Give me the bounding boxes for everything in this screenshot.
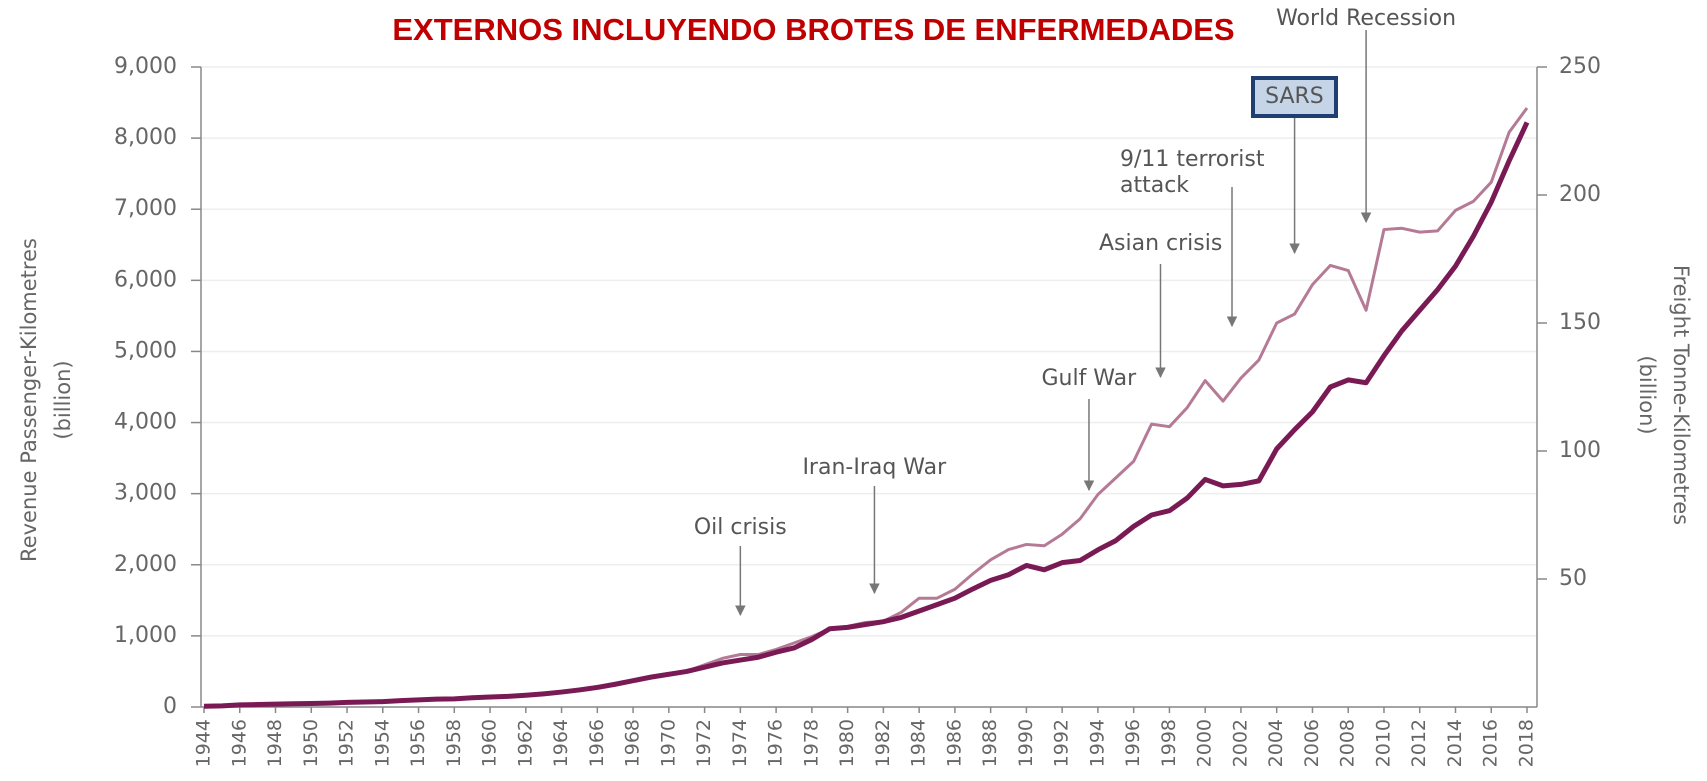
y-tick-label: 3,000 bbox=[114, 481, 177, 506]
x-tick-label: 1994 bbox=[1086, 719, 1108, 767]
x-tick-label: 1972 bbox=[693, 719, 715, 767]
y-tick-label: 9,000 bbox=[114, 54, 177, 79]
annotation: Oil crisis bbox=[693, 515, 787, 540]
y-tick-label: 0 bbox=[163, 694, 177, 719]
x-tick-label: 1952 bbox=[336, 719, 358, 767]
y-tick-label: 6,000 bbox=[114, 267, 177, 292]
x-tick-label: 1986 bbox=[943, 719, 965, 767]
x-tick-label: 1980 bbox=[836, 719, 858, 767]
x-tick-label: 1944 bbox=[193, 719, 215, 767]
x-tick-label: 1984 bbox=[908, 719, 930, 767]
x-tick-label: 1956 bbox=[407, 719, 429, 767]
series-line bbox=[203, 107, 1529, 708]
x-tick-label: 1970 bbox=[657, 719, 679, 767]
x-tick-label: 1958 bbox=[443, 719, 465, 767]
y2-tick-label: 50 bbox=[1559, 566, 1587, 591]
annotation: SARS bbox=[1251, 76, 1338, 118]
x-tick-label: 1998 bbox=[1158, 719, 1180, 767]
y-axis-unit: (billion) bbox=[51, 360, 75, 439]
x-tick-label: 2004 bbox=[1265, 719, 1287, 767]
x-tick-label: 1976 bbox=[765, 719, 787, 767]
x-tick-label: 2008 bbox=[1337, 719, 1359, 767]
x-tick-label: 1962 bbox=[514, 719, 536, 767]
y-tick-label: 7,000 bbox=[114, 196, 177, 221]
x-tick-label: 2014 bbox=[1444, 719, 1466, 767]
annotation: Gulf War bbox=[1041, 366, 1137, 391]
x-tick-label: 1982 bbox=[872, 719, 894, 767]
y2-tick-label: 150 bbox=[1559, 310, 1601, 335]
x-tick-label: 1950 bbox=[300, 719, 322, 767]
series-line bbox=[203, 121, 1530, 709]
x-tick-label: 1968 bbox=[622, 719, 644, 767]
y-tick-label: 4,000 bbox=[114, 410, 177, 435]
annotation: 9/11 terrorist attack bbox=[1120, 147, 1265, 198]
y-axis-title: Revenue Passenger-Kilometres bbox=[17, 238, 41, 562]
x-tick-label: 1978 bbox=[800, 719, 822, 767]
x-tick-label: 2000 bbox=[1194, 719, 1216, 767]
y2-tick-label: 100 bbox=[1559, 438, 1601, 463]
annotation: Iran-Iraq War bbox=[802, 455, 947, 480]
x-tick-label: 1988 bbox=[979, 719, 1001, 767]
x-tick-label: 1946 bbox=[228, 719, 250, 767]
y-tick-label: 5,000 bbox=[114, 338, 177, 363]
x-tick-label: 1990 bbox=[1015, 719, 1037, 767]
x-tick-label: 2002 bbox=[1229, 719, 1251, 767]
y-tick-label: 2,000 bbox=[114, 552, 177, 577]
x-tick-label: 2018 bbox=[1516, 719, 1538, 767]
x-tick-label: 2016 bbox=[1480, 719, 1502, 767]
x-tick-label: 2010 bbox=[1372, 719, 1394, 767]
y-tick-label: 1,000 bbox=[114, 623, 177, 648]
annotation: Asian crisis bbox=[1098, 231, 1223, 256]
x-tick-label: 1996 bbox=[1122, 719, 1144, 767]
x-tick-label: 1960 bbox=[479, 719, 501, 767]
annotation: World Recession bbox=[1276, 6, 1457, 31]
x-tick-label: 1992 bbox=[1051, 719, 1073, 767]
y2-axis-unit: (billion) bbox=[1635, 355, 1659, 434]
x-tick-label: 1974 bbox=[729, 719, 751, 767]
x-tick-label: 2012 bbox=[1408, 719, 1430, 767]
y2-axis-title: Freight Tonne-Kilometres bbox=[1669, 265, 1693, 525]
y2-tick-label: 250 bbox=[1559, 54, 1601, 79]
y2-tick-label: 200 bbox=[1559, 182, 1601, 207]
x-tick-label: 1964 bbox=[550, 719, 572, 767]
chart-title: EXTERNOS INCLUYENDO BROTES DE ENFERMEDAD… bbox=[392, 12, 1235, 47]
x-tick-label: 1954 bbox=[371, 719, 393, 767]
x-tick-label: 1948 bbox=[264, 719, 286, 767]
y-tick-label: 8,000 bbox=[114, 125, 177, 150]
x-tick-label: 2006 bbox=[1301, 719, 1323, 767]
x-tick-label: 1966 bbox=[586, 719, 608, 767]
